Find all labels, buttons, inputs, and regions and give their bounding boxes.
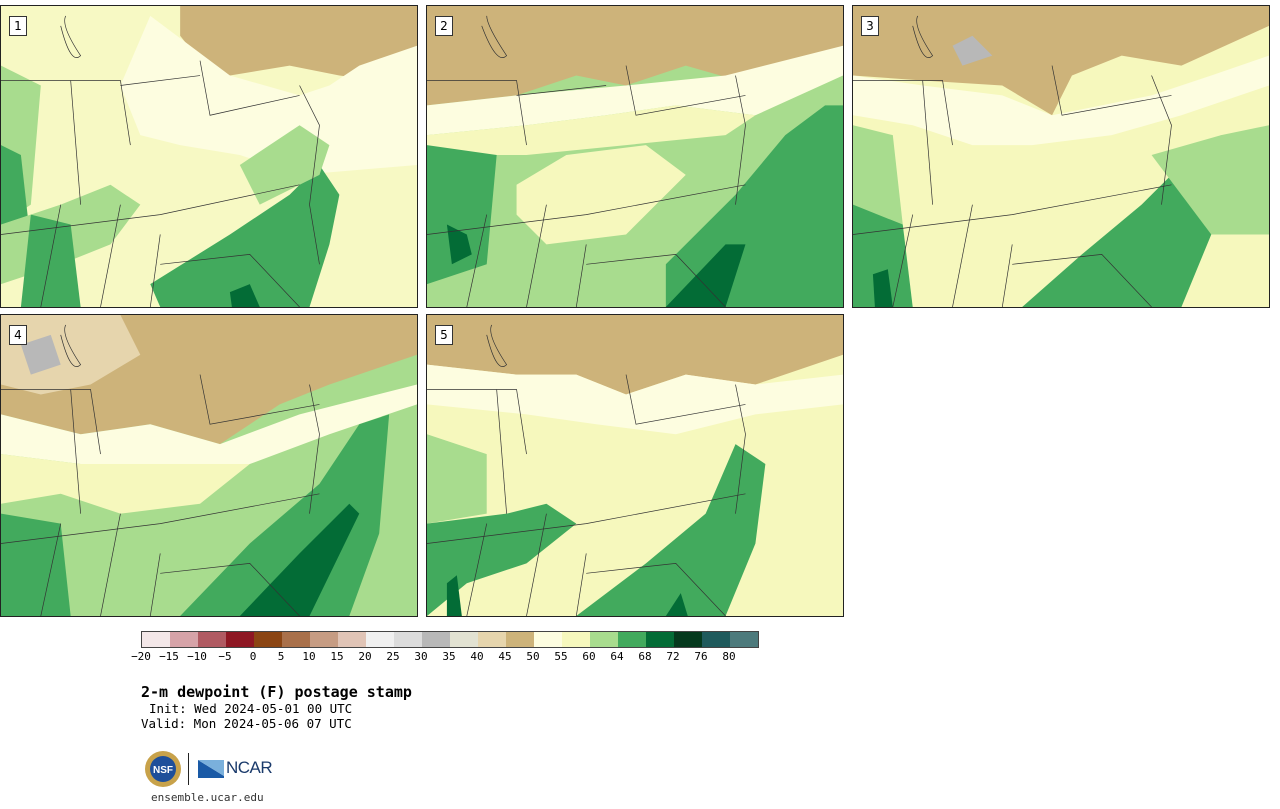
colorbar-tick-label: 10 — [302, 650, 316, 663]
colorbar-swatch — [394, 632, 422, 647]
colorbar-tick-label: 60 — [582, 650, 596, 663]
colorbar-swatch — [338, 632, 366, 647]
map-panel-4: 4 — [0, 314, 418, 617]
colorbar-tick-label: 5 — [277, 650, 285, 663]
colorbar-tick-label: 68 — [638, 650, 652, 663]
colorbar-swatch — [618, 632, 646, 647]
colorbar-swatch — [506, 632, 534, 647]
colorbar-tick-label: 30 — [414, 650, 428, 663]
colorbar-tick-label: 80 — [722, 650, 736, 663]
valid-time: Valid: Mon 2024-05-06 07 UTC — [141, 716, 352, 731]
colorbar-tick-label: 0 — [249, 650, 257, 663]
colorbar-tick-label: 25 — [386, 650, 400, 663]
map-panel-2: 2 — [426, 5, 844, 308]
svg-text:NSF: NSF — [153, 765, 173, 776]
colorbar-swatch — [730, 632, 758, 647]
colorbar-tick-label: −20 — [131, 650, 151, 663]
ncar-logo: NCAR — [198, 756, 273, 780]
colorbar-swatch — [422, 632, 450, 647]
colorbar-tick-label: 20 — [358, 650, 372, 663]
logo-divider — [188, 753, 189, 785]
colorbar-tick-label: 76 — [694, 650, 708, 663]
colorbar-swatch — [590, 632, 618, 647]
colorbar-swatch — [646, 632, 674, 647]
colorbar-tick-label: −5 — [218, 650, 232, 663]
colorbar-swatch — [450, 632, 478, 647]
colorbar — [141, 631, 759, 648]
colorbar-tick-label: 72 — [666, 650, 680, 663]
dewpoint-map — [1, 315, 417, 616]
colorbar-tick-label: −15 — [159, 650, 179, 663]
panel-number: 2 — [435, 16, 453, 36]
colorbar-swatch — [702, 632, 730, 647]
map-panel-5: 5 — [426, 314, 844, 617]
colorbar-swatch — [562, 632, 590, 647]
dewpoint-map — [1, 6, 417, 307]
colorbar-swatch — [226, 632, 254, 647]
colorbar-tick-label: 55 — [554, 650, 568, 663]
colorbar-swatch — [142, 632, 170, 647]
nsf-logo-icon: NSF — [145, 751, 181, 787]
dewpoint-map — [427, 315, 843, 616]
colorbar-swatch — [282, 632, 310, 647]
site-url: ensemble.ucar.edu — [151, 791, 264, 804]
panel-number: 1 — [9, 16, 27, 36]
dewpoint-map — [427, 6, 843, 307]
map-title: 2-m dewpoint (F) postage stamp — [141, 683, 412, 701]
colorbar-swatch — [254, 632, 282, 647]
colorbar-ticks: −20 −15 −10 −5 0 5 10 15 20 25 30 35 40 45 50 55 60 64 68 7… — [131, 650, 781, 666]
colorbar-tick-label: −10 — [187, 650, 207, 663]
map-panel-3: 3 — [852, 5, 1270, 308]
colorbar-tick-label: 64 — [610, 650, 624, 663]
ncar-label: NCAR — [226, 758, 273, 777]
colorbar-swatch — [198, 632, 226, 647]
colorbar-tick-label: 15 — [330, 650, 344, 663]
colorbar-tick-label: 40 — [470, 650, 484, 663]
colorbar-tick-label: 45 — [498, 650, 512, 663]
map-panel-1: 1 — [0, 5, 418, 308]
colorbar-tick-label: 50 — [526, 650, 540, 663]
init-time: Init: Wed 2024-05-01 00 UTC — [149, 701, 353, 716]
colorbar-swatch — [674, 632, 702, 647]
panel-number: 5 — [435, 325, 453, 345]
colorbar-swatch — [478, 632, 506, 647]
colorbar-tick-label: 35 — [442, 650, 456, 663]
colorbar-swatch — [170, 632, 198, 647]
panel-number: 4 — [9, 325, 27, 345]
ncar-mark-icon — [198, 760, 224, 778]
colorbar-swatch — [366, 632, 394, 647]
panel-number: 3 — [861, 16, 879, 36]
colorbar-swatch — [310, 632, 338, 647]
colorbar-swatch — [534, 632, 562, 647]
dewpoint-map — [853, 6, 1269, 307]
